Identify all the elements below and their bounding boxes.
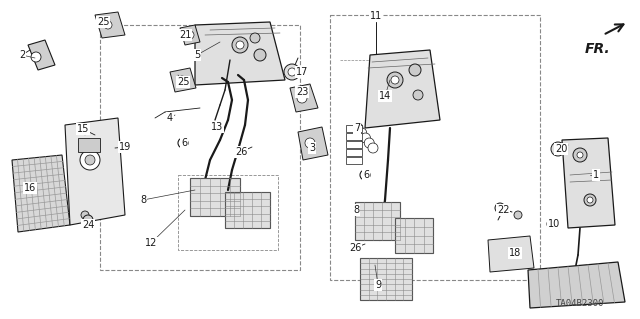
Circle shape (368, 143, 378, 153)
Circle shape (573, 148, 587, 162)
Text: 25: 25 (97, 17, 109, 27)
Polygon shape (562, 138, 615, 228)
Circle shape (85, 155, 95, 165)
Text: 23: 23 (296, 87, 308, 97)
Circle shape (547, 219, 557, 229)
Text: 17: 17 (296, 67, 308, 77)
Text: 22: 22 (497, 205, 509, 215)
Text: 6: 6 (363, 170, 369, 180)
Circle shape (178, 76, 186, 84)
Text: 19: 19 (119, 142, 131, 152)
Circle shape (235, 147, 245, 157)
Polygon shape (365, 50, 440, 128)
Circle shape (353, 123, 363, 133)
Text: 10: 10 (548, 219, 560, 229)
Text: 13: 13 (211, 122, 223, 132)
Circle shape (305, 138, 315, 148)
Text: TA04B2300: TA04B2300 (556, 299, 604, 308)
Bar (190, 178, 240, 216)
Bar (100, 25, 300, 270)
Circle shape (364, 138, 374, 148)
Text: 20: 20 (555, 144, 567, 154)
Circle shape (356, 128, 367, 138)
Text: 2: 2 (19, 50, 25, 60)
Circle shape (250, 33, 260, 43)
Circle shape (31, 52, 41, 62)
Text: 11: 11 (370, 11, 382, 21)
Circle shape (413, 90, 423, 100)
Circle shape (349, 243, 359, 253)
Circle shape (232, 37, 248, 53)
Polygon shape (528, 262, 625, 308)
Circle shape (186, 31, 194, 39)
Polygon shape (12, 155, 70, 232)
Bar (330, 15, 540, 280)
Polygon shape (346, 125, 362, 132)
Circle shape (284, 64, 300, 80)
Text: 14: 14 (379, 91, 391, 101)
Polygon shape (195, 22, 285, 85)
Text: 4: 4 (167, 113, 173, 123)
Circle shape (119, 142, 129, 152)
Circle shape (391, 76, 399, 84)
Circle shape (178, 138, 188, 148)
Text: FR.: FR. (585, 42, 611, 56)
Text: 8: 8 (353, 205, 359, 215)
Polygon shape (65, 118, 125, 225)
Circle shape (288, 68, 296, 76)
Text: 21: 21 (179, 30, 191, 40)
Circle shape (360, 170, 370, 180)
Polygon shape (180, 25, 200, 45)
Circle shape (80, 150, 100, 170)
Circle shape (297, 93, 307, 103)
Bar (395, 218, 433, 253)
Text: 24: 24 (82, 220, 94, 230)
Circle shape (360, 133, 371, 143)
Circle shape (514, 211, 522, 219)
Circle shape (551, 142, 565, 156)
Bar (78, 138, 100, 152)
Bar (178, 175, 278, 250)
Circle shape (104, 21, 112, 29)
Polygon shape (95, 12, 125, 38)
Text: 26: 26 (235, 147, 247, 157)
Polygon shape (488, 236, 534, 272)
Polygon shape (346, 149, 362, 156)
Polygon shape (28, 40, 55, 70)
Text: 18: 18 (509, 248, 521, 258)
Circle shape (387, 72, 403, 88)
Circle shape (495, 203, 505, 213)
Text: 3: 3 (309, 143, 315, 153)
Bar (355, 202, 400, 240)
Text: 15: 15 (77, 124, 89, 134)
Bar (360, 258, 412, 300)
Text: 26: 26 (349, 243, 361, 253)
Polygon shape (298, 127, 328, 160)
Bar (225, 192, 270, 228)
Polygon shape (290, 84, 318, 112)
Text: 16: 16 (24, 183, 36, 193)
Polygon shape (346, 133, 362, 140)
Text: 25: 25 (177, 77, 189, 87)
Text: 12: 12 (145, 238, 157, 248)
Circle shape (211, 122, 221, 132)
Circle shape (587, 197, 593, 203)
Polygon shape (170, 68, 196, 92)
Text: 5: 5 (194, 50, 200, 60)
Polygon shape (346, 141, 362, 148)
Text: 8: 8 (140, 195, 146, 205)
Text: 1: 1 (593, 170, 599, 180)
Circle shape (81, 211, 89, 219)
Circle shape (555, 146, 561, 152)
Circle shape (254, 49, 266, 61)
Circle shape (83, 215, 93, 225)
Text: 9: 9 (375, 280, 381, 290)
Circle shape (577, 152, 583, 158)
Text: 7: 7 (354, 123, 360, 133)
Text: 6: 6 (181, 138, 187, 148)
Circle shape (236, 41, 244, 49)
Circle shape (584, 194, 596, 206)
Circle shape (409, 64, 421, 76)
Polygon shape (346, 157, 362, 164)
